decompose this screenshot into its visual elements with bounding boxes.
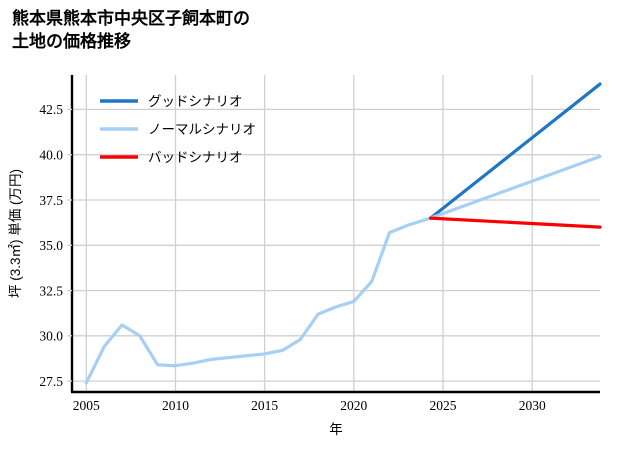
chart-title: 熊本県熊本市中央区子飼本町の 土地の価格推移 [12,9,250,52]
legend-label: ノーマルシナリオ [148,122,256,137]
series-line [428,216,602,229]
y-tick-label: 35.0 [39,238,63,253]
x-tick-label: 2005 [73,398,100,413]
legend-label: バッドシナリオ [148,150,243,165]
y-tick-label: 27.5 [39,374,63,389]
x-tick-label: 2020 [340,398,367,413]
y-tick-labels-group: 27.5 30.0 32.5 35.0 37.5 40.0 42.5 [39,102,72,389]
y-tick-label: 32.5 [39,283,63,298]
axis-titles-group: 年 坪 (3.3㎡) 単価 (万円) [8,169,343,437]
legend-label: グッドシナリオ [148,94,243,109]
x-tick-label: 2025 [430,398,457,413]
y-tick-label: 42.5 [39,102,63,117]
y-tick-label: 40.0 [39,148,63,163]
series-line [428,82,602,220]
x-tick-label: 2010 [162,398,189,413]
x-tick-labels-group: 2005 2010 2015 2020 2025 2030 [73,398,546,413]
series-line [84,154,602,385]
axis-lines-group [70,75,600,394]
y-tick-label: 37.5 [39,193,63,208]
y-tick-label: 30.0 [39,329,63,344]
x-tick-label: 2015 [251,398,278,413]
x-tick-label: 2030 [519,398,546,413]
data-series-group [84,82,602,385]
x-axis-title: 年 [329,422,343,437]
gridlines-group [72,75,600,392]
y-axis-title: 坪 (3.3㎡) 単価 (万円) [8,169,23,298]
